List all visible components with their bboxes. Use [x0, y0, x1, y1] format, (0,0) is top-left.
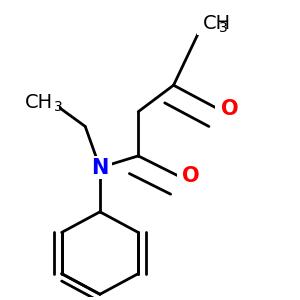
- Bar: [176, 165, 197, 188]
- Text: 3: 3: [219, 21, 228, 35]
- Text: O: O: [221, 99, 238, 119]
- Text: CH: CH: [25, 93, 53, 112]
- Bar: [17, 91, 59, 115]
- Text: CH: CH: [203, 14, 231, 33]
- Bar: [197, 12, 238, 35]
- Text: O: O: [182, 167, 200, 187]
- Text: 3: 3: [54, 100, 63, 114]
- Text: N: N: [91, 158, 109, 178]
- Bar: [88, 156, 112, 179]
- Bar: [215, 97, 236, 121]
